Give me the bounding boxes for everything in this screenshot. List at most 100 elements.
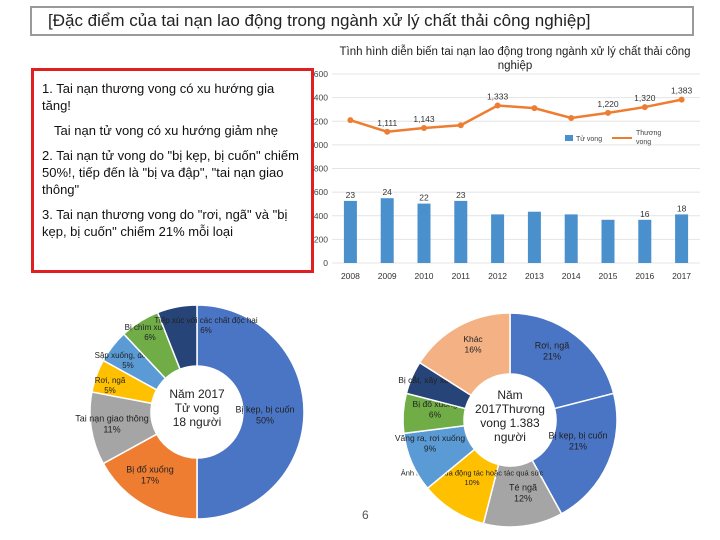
trend-y-tick: 1,400: [307, 93, 329, 103]
donut-slice: [196, 304, 305, 520]
legend-line-label: Thương vong: [636, 130, 661, 146]
trend-y-tick: 1,000: [307, 140, 329, 150]
trend-x-tick: 2012: [488, 271, 507, 281]
casualty-point-label: 1,220: [597, 99, 619, 109]
casualty-point: [494, 102, 501, 109]
donut-center-label: Năm 2017 Tử vong 18 người: [169, 387, 225, 429]
donut-slice: [89, 391, 158, 465]
death-bar: [454, 200, 468, 263]
summary-point-2: 2. Tai nạn tử vong do "bị kẹp, bị cuốn" …: [42, 148, 299, 197]
casualty-point: [531, 105, 538, 112]
donut-slice: [531, 392, 618, 515]
donut-slice: [418, 312, 511, 397]
slide-title: [Đặc điểm của tai nạn lao động trong ngà…: [48, 11, 591, 30]
trend-axis-ticks: 1,600 1,400 1,200 1,000 800 600 400 200 0: [307, 69, 329, 268]
trend-x-tick: 2017: [672, 271, 691, 281]
death-bar: [343, 200, 357, 263]
death-bar: [380, 198, 394, 263]
death-bar: [491, 214, 505, 263]
casualty-point-label: 1,333: [487, 92, 509, 102]
donut-slice-label: Bị chìm xuống 6%: [125, 323, 176, 342]
donut-slice: [156, 304, 198, 371]
donut-slice: [122, 311, 182, 380]
trend-x-tick: 2013: [525, 271, 544, 281]
trend-x-labels: 2008 2009 2010 2011 2012 2013 2014 2015 2016 2017: [341, 271, 691, 281]
trend-legend: Tử vong Thương vong: [565, 130, 661, 146]
casualty-point: [605, 109, 611, 116]
trend-x-tick: 2016: [635, 271, 654, 281]
death-bar: [675, 214, 689, 263]
trend-y-tick: 600: [314, 187, 328, 197]
trend-y-tick: 200: [314, 234, 328, 244]
trend-y-tick: 1,200: [307, 116, 329, 126]
trend-y-tick: 1,600: [307, 69, 329, 79]
donut-slice-label: Bị đổ xuống 6%: [413, 399, 458, 420]
donut-slice: [91, 359, 158, 405]
donut-slice-label: Khác 16%: [463, 334, 483, 355]
donut-slice-label: Rơi, ngã 21%: [535, 341, 569, 362]
casualty-point: [568, 114, 575, 121]
casualty-point-label: 1,111: [377, 118, 397, 128]
donut-slice-label: Tai nạn giao thông 11%: [75, 414, 149, 435]
death-bar-label: 22: [419, 193, 429, 203]
donut-slice-label: Sập xuống, đổ sụp 5%: [95, 351, 162, 370]
trend-chart: 1,600 1,400 1,200 1,000 800 600 400 200 0 23 24 22…: [307, 69, 700, 281]
donut-slice-label: Bị cắt, xây xát 5%: [398, 375, 466, 385]
trend-x-tick: 2010: [415, 271, 434, 281]
death-bar-label: 24: [382, 187, 392, 197]
trend-x-tick: 2014: [562, 271, 581, 281]
donut-slice: [102, 433, 198, 520]
donut-slice: [482, 459, 563, 528]
donut-slice: [426, 448, 500, 525]
trend-bars: 23 24 22 23 16 18: [343, 187, 689, 263]
donut-slice: [402, 392, 467, 435]
trend-x-tick: 2008: [341, 271, 360, 281]
summary-point-1-sub: Tai nạn tử vong có xu hướng giảm nhẹ: [54, 123, 278, 138]
casualty-line: [350, 98, 682, 134]
casualty-point-label: 1,143: [413, 114, 435, 124]
death-bar-label: 23: [456, 190, 466, 200]
death-bar: [417, 203, 431, 263]
death-bar-label: 16: [640, 209, 650, 219]
slide-title-box: [Đặc điểm của tai nạn lao động trong ngà…: [30, 6, 694, 36]
casualty-point: [678, 96, 685, 103]
donut-slice: [102, 332, 167, 391]
trend-y-tick: 800: [314, 164, 328, 174]
summary-point-3: 3. Tai nạn thương vong do "rơi, ngã" và …: [42, 207, 288, 239]
trend-x-tick: 2009: [378, 271, 397, 281]
donut-slice-label: Tiếp xúc với các chất độc hại 6%: [154, 316, 257, 335]
death-bar: [638, 219, 652, 263]
donut-slice: [403, 424, 476, 490]
death-bar: [601, 219, 615, 263]
donut-center-label: Năm 2017Thương vong 1.383 người: [475, 388, 545, 444]
casualty-point: [384, 128, 391, 135]
donut-slice: [509, 312, 615, 410]
casualty-point: [457, 122, 464, 129]
trend-chart-title: Tình hình diễn biến tai nạn lao động tro…: [339, 46, 691, 72]
donut-slice-label: Bị kẹp, bị cuốn 21%: [548, 431, 607, 452]
trend-line: 1,111 1,143 1,333 1,220 1,320 1,383: [347, 86, 693, 135]
legend-bar-label: Tử vong: [576, 135, 602, 143]
casualty-point: [421, 124, 427, 131]
death-bar-label: 18: [677, 203, 687, 213]
trend-y-tick: 400: [314, 211, 328, 221]
death-bar: [564, 214, 578, 263]
death-bar-label: 23: [346, 190, 356, 200]
casualty-point: [347, 117, 354, 124]
donut-slice-label: Bị kẹp, bị cuốn 50%: [235, 405, 294, 426]
trend-x-tick: 2015: [599, 271, 618, 281]
donut-slice-label: Té ngã 12%: [509, 483, 537, 504]
page-number: 6: [362, 508, 369, 522]
summary-point-1: 1. Tai nạn thương vong có xu hướng gia t…: [42, 81, 275, 113]
donut-slice-label: Rơi, ngã 5%: [95, 376, 126, 395]
casualty-point-label: 1,383: [671, 86, 693, 96]
trend-y-tick: 0: [323, 258, 328, 268]
donut-slice: [405, 361, 473, 410]
summary-box: 1. Tai nạn thương vong có xu hướng gia t…: [31, 68, 314, 273]
casualty-point-label: 1,320: [634, 93, 656, 103]
death-bar: [527, 211, 541, 263]
legend-bar-swatch: [565, 135, 573, 141]
donut-slice-label: Văng ra, rơi xuống 9%: [395, 433, 466, 454]
casualty-point: [641, 104, 648, 111]
donut-slice-label: Ảnh hưởng của động tác hoặc tác quá sức 1…: [401, 468, 544, 487]
